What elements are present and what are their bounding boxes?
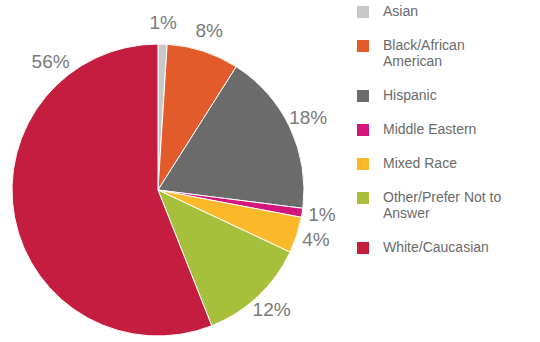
data-label: 12% bbox=[253, 299, 291, 320]
legend-label: Asian bbox=[383, 3, 418, 19]
legend-label: White/Caucasian bbox=[383, 239, 489, 255]
legend-swatch bbox=[357, 158, 369, 170]
legend-label-line: American bbox=[383, 53, 442, 69]
legend-label-line: Asian bbox=[383, 3, 418, 19]
legend-swatch bbox=[357, 40, 369, 52]
legend-swatch bbox=[357, 124, 369, 136]
legend-label: Mixed Race bbox=[383, 155, 457, 171]
legend-label: Black/AfricanAmerican bbox=[383, 37, 465, 69]
data-labels: 1% 8% 18% 1% 4% 12% 56% bbox=[32, 12, 336, 320]
legend-label: Other/Prefer Not toAnswer bbox=[383, 189, 501, 221]
legend-swatch bbox=[357, 242, 369, 254]
legend-swatch bbox=[357, 6, 369, 18]
data-label: 1% bbox=[308, 204, 336, 225]
data-label: 18% bbox=[289, 107, 327, 128]
legend: Asian Black/AfricanAmerican Hispanic Middle… bbox=[357, 3, 501, 255]
data-label: 56% bbox=[32, 51, 70, 72]
legend-label-line: Other/Prefer Not to bbox=[383, 189, 501, 205]
legend-label-line: Black/African bbox=[383, 37, 465, 53]
chart: 1% 8% 18% 1% 4% 12% 56% Asian Black/AfricanAmeri… bbox=[0, 0, 540, 342]
legend-label-line: Hispanic bbox=[383, 87, 437, 103]
pie-slice bbox=[12, 44, 212, 336]
legend-label: Hispanic bbox=[383, 87, 437, 103]
data-label: 4% bbox=[302, 229, 330, 250]
legend-swatch bbox=[357, 192, 369, 204]
data-label: 8% bbox=[196, 20, 224, 41]
legend-label-line: Answer bbox=[383, 205, 430, 221]
legend-label-line: Mixed Race bbox=[383, 155, 457, 171]
data-label: 1% bbox=[149, 12, 177, 33]
legend-label: Middle Eastern bbox=[383, 121, 476, 137]
pie bbox=[12, 44, 304, 336]
legend-swatch bbox=[357, 90, 369, 102]
pie-slice bbox=[158, 67, 304, 209]
legend-label-line: White/Caucasian bbox=[383, 239, 489, 255]
legend-label-line: Middle Eastern bbox=[383, 121, 476, 137]
